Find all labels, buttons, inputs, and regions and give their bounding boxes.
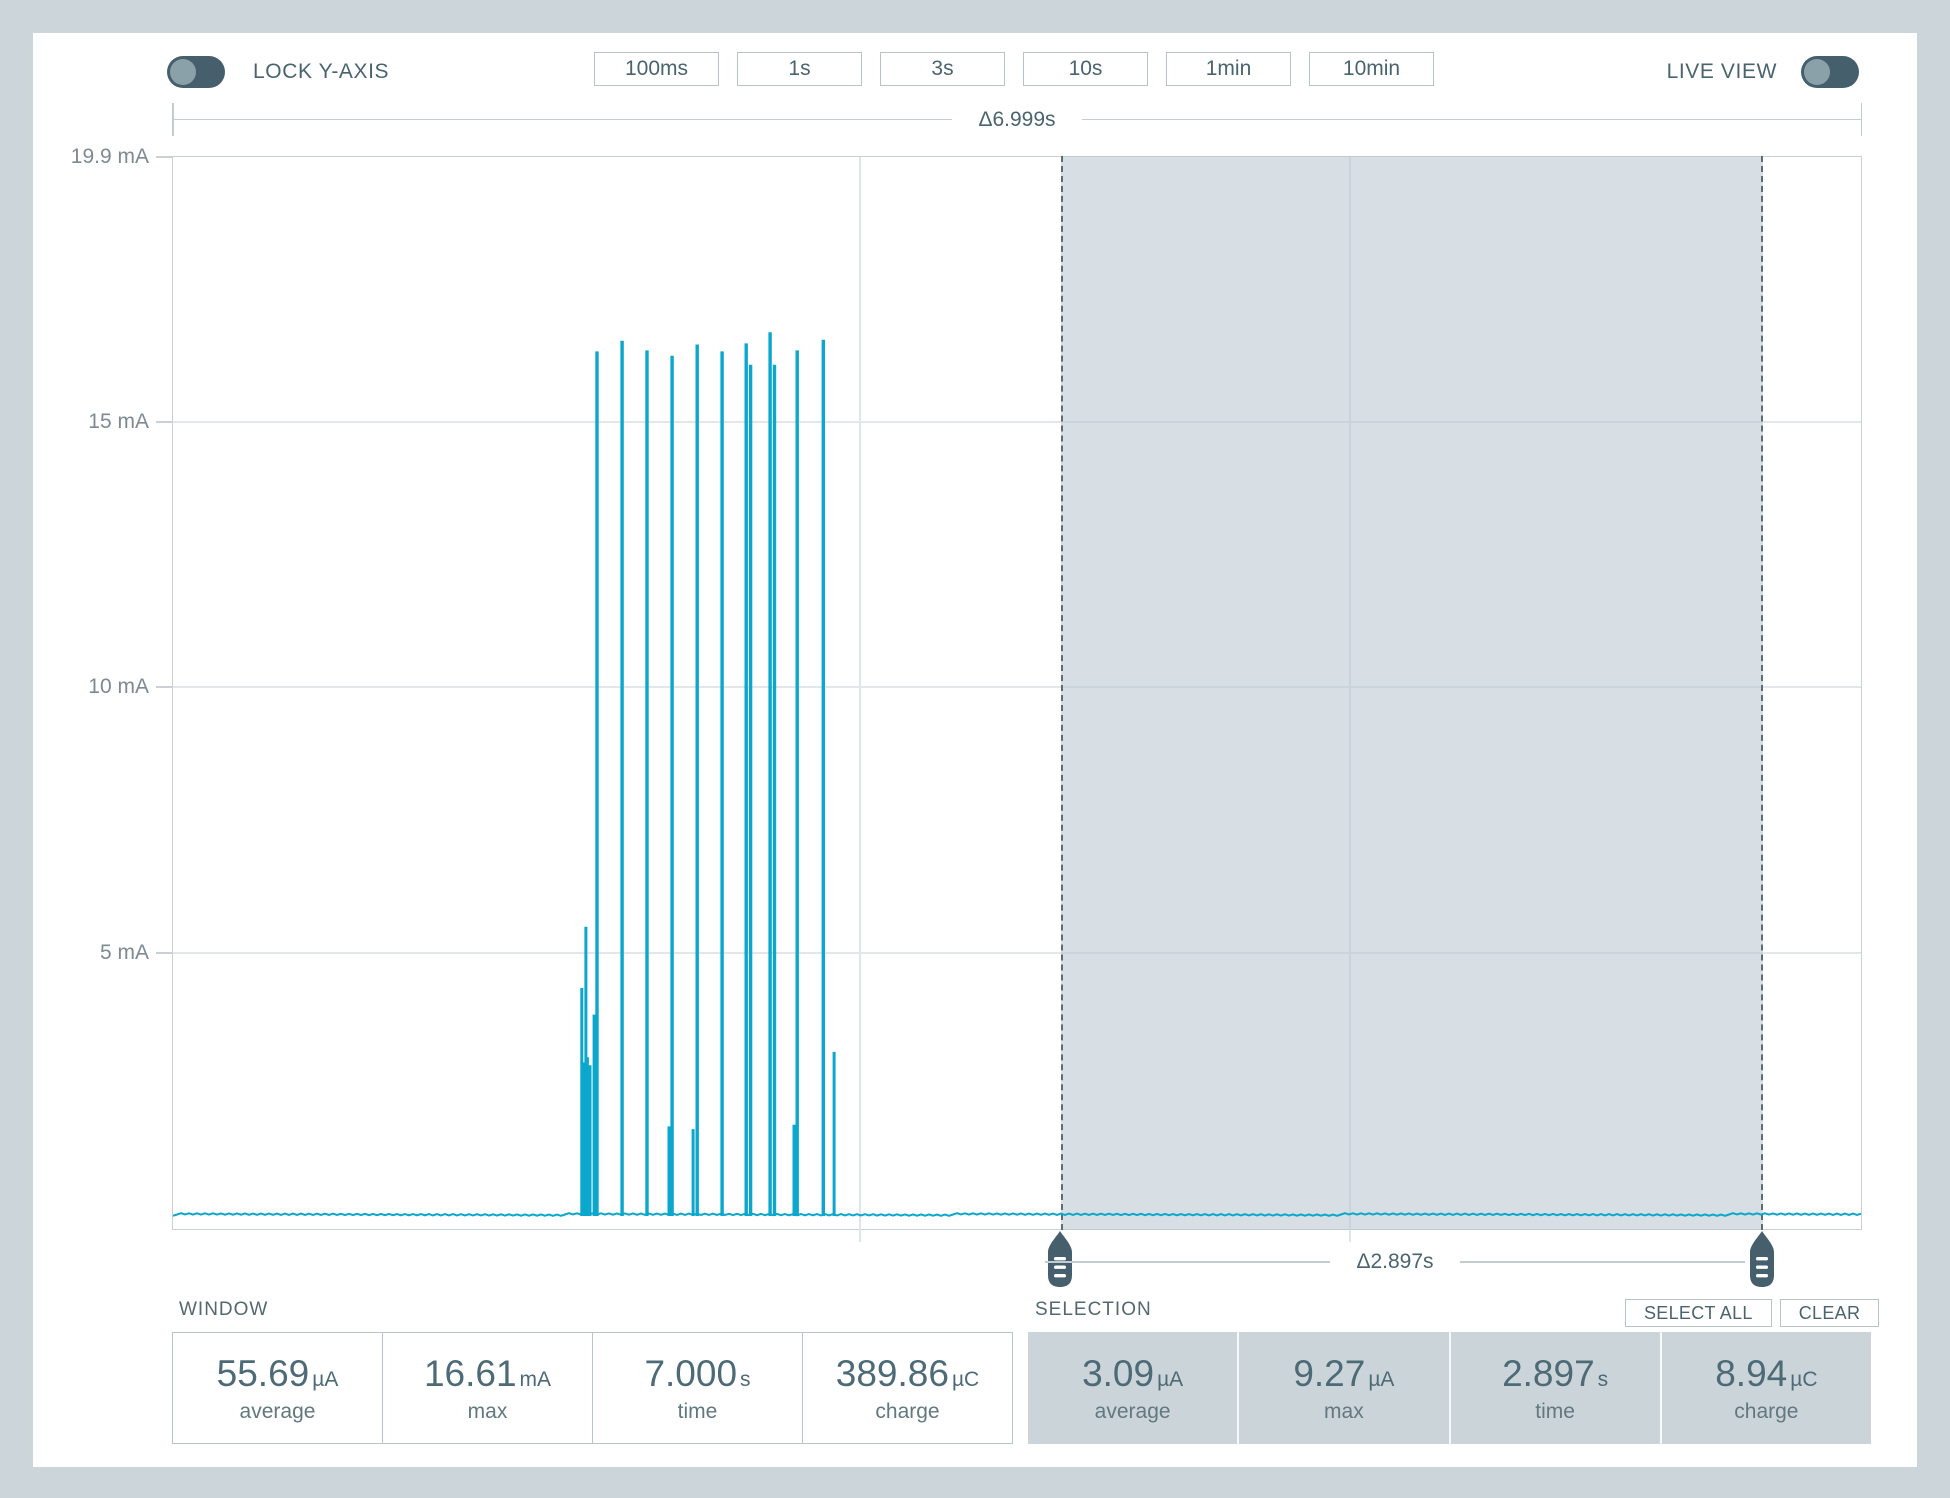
selection-time-stat: 2.897 s time [1451,1332,1662,1444]
y-axis-label: 10 mA [88,675,149,698]
y-axis-tick [156,156,172,158]
stat-unit: µA [1157,1367,1184,1391]
selection-stats-title: SELECTION [1035,1299,1152,1320]
window-button-10min[interactable]: 10min [1309,52,1434,86]
selection-handle-right[interactable] [1747,1230,1777,1288]
stat-label: max [1324,1399,1364,1423]
stat-label: max [467,1399,508,1423]
y-axis-tick [156,686,172,688]
y-axis-tick [156,421,172,423]
select-all-button[interactable]: SELECT ALL [1625,1299,1772,1327]
gridline-vertical [859,157,861,1242]
window-stats-panel: 55.69 µA average 16.61 mA max 7.000 s time … [172,1332,1013,1444]
stat-label: average [1094,1399,1171,1423]
clear-button[interactable]: CLEAR [1779,1299,1880,1327]
stat-label: charge [1734,1399,1799,1423]
drag-handle-icon [1750,1231,1775,1287]
window-stats-title: WINDOW [179,1299,269,1320]
time-window-buttons: 100ms 1s 3s 10s 1min 10min [594,52,1434,86]
window-max-stat: 16.61 mA max [383,1333,593,1443]
selection-region[interactable] [1061,156,1764,1230]
live-view-toggle[interactable] [1801,56,1859,88]
gridline-horizontal [173,686,1861,688]
window-charge-stat: 389.86 µC charge [803,1333,1012,1443]
stat-unit: µA [312,1367,339,1391]
selection-span-ruler: Δ2.897s [1045,1248,1745,1276]
selection-span-label: Δ2.897s [1356,1250,1434,1273]
window-button-3s[interactable]: 3s [880,52,1005,86]
ruler-line [1081,118,1861,121]
stat-unit: µC [1790,1367,1818,1391]
live-view-control: LIVE VIEW [1667,56,1859,88]
toolbar: LOCK Y-AXIS 100ms 1s 3s 10s 1min 10min L… [33,33,1917,133]
y-axis-label: 5 mA [99,941,149,964]
stat-unit: µC [951,1367,980,1391]
stat-unit: mA [519,1367,552,1391]
stat-label: charge [875,1399,940,1423]
lock-y-axis-control: LOCK Y-AXIS [167,56,389,88]
ruler-end-cap [172,103,174,136]
y-axis-label: 15 mA [88,410,149,433]
stat-label: average [239,1399,316,1423]
lock-y-axis-label: LOCK Y-AXIS [253,60,390,83]
gridline-horizontal [173,421,1861,423]
y-axis-label: 19.9 mA [70,145,149,168]
stat-value: 2.897 [1502,1352,1595,1394]
selection-stats-panel: 3.09 µA average 9.27 µA max 2.897 s time 8.… [1028,1332,1871,1444]
ruler-line [173,118,953,121]
stat-value: 8.94 [1715,1352,1788,1394]
stat-unit: µA [1368,1367,1395,1391]
selection-handle-left[interactable] [1045,1230,1075,1288]
live-view-label: LIVE VIEW [1666,60,1777,83]
selection-average-stat: 3.09 µA average [1028,1332,1240,1444]
main-panel: LOCK Y-AXIS 100ms 1s 3s 10s 1min 10min L… [33,33,1917,1467]
stat-value: 389.86 [835,1352,949,1394]
ruler-end-cap [1860,103,1862,136]
stat-value: 7.000 [644,1352,738,1394]
ruler-line [1459,1261,1745,1263]
stat-unit: s [740,1367,751,1391]
stat-value: 16.61 [423,1352,517,1394]
selection-actions: SELECT ALL CLEAR [1625,1299,1880,1327]
current-chart[interactable]: 19.9 mA 15 mA 10 mA 5 mA [71,145,1862,1242]
stat-label: time [1535,1399,1575,1423]
drag-handle-icon [1048,1231,1073,1287]
gridline-horizontal [173,952,1861,954]
selection-max-stat: 9.27 µA max [1239,1332,1451,1444]
stat-value: 9.27 [1293,1352,1366,1394]
lock-y-axis-toggle[interactable] [167,56,225,88]
window-button-1min[interactable]: 1min [1166,52,1291,86]
stat-label: time [677,1399,718,1423]
y-axis-tick [156,952,172,954]
window-span-ruler: Δ6.999s [172,103,1862,136]
stat-unit: s [1597,1367,1609,1391]
window-button-10s[interactable]: 10s [1023,52,1148,86]
selection-charge-stat: 8.94 µC charge [1662,1332,1871,1444]
window-span-label: Δ6.999s [978,107,1056,131]
stat-value: 55.69 [216,1352,310,1394]
toggle-knob-icon [1804,59,1830,85]
window-average-stat: 55.69 µA average [173,1333,383,1443]
window-button-1s[interactable]: 1s [737,52,862,86]
window-button-100ms[interactable]: 100ms [594,52,719,86]
window-time-stat: 7.000 s time [593,1333,803,1443]
ruler-line [1045,1261,1331,1263]
stat-value: 3.09 [1082,1352,1155,1394]
toggle-knob-icon [170,59,196,85]
